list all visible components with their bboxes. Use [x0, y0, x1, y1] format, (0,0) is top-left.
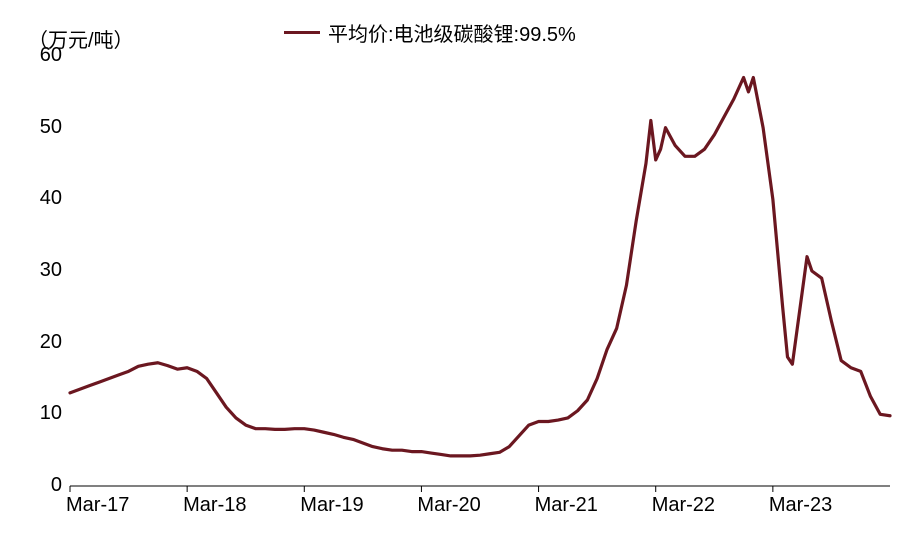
- x-tick-label: Mar-23: [769, 494, 832, 517]
- x-tick-label: Mar-20: [417, 494, 480, 517]
- y-tick-label: 10: [40, 402, 62, 425]
- x-tick-label: Mar-22: [652, 494, 715, 517]
- y-tick-label: 60: [40, 44, 62, 67]
- y-tick-label: 0: [51, 474, 62, 497]
- series-line: [70, 78, 890, 456]
- legend: 平均价:电池级碳酸锂:99.5%: [284, 18, 576, 47]
- y-tick-label: 20: [40, 331, 62, 354]
- legend-label: 平均价:电池级碳酸锂:99.5%: [328, 18, 576, 47]
- x-tick-label: Mar-18: [183, 494, 246, 517]
- x-tick-label: Mar-17: [66, 494, 129, 517]
- plot-area: [70, 56, 890, 486]
- chart-container: （万元/吨） 平均价:电池级碳酸锂:99.5% 0102030405060Mar…: [0, 0, 912, 544]
- x-tick-label: Mar-19: [300, 494, 363, 517]
- y-tick-label: 50: [40, 116, 62, 139]
- x-tick-label: Mar-21: [535, 494, 598, 517]
- chart-svg: [70, 56, 890, 486]
- y-tick-label: 40: [40, 187, 62, 210]
- y-tick-label: 30: [40, 259, 62, 282]
- legend-line-icon: [284, 31, 320, 34]
